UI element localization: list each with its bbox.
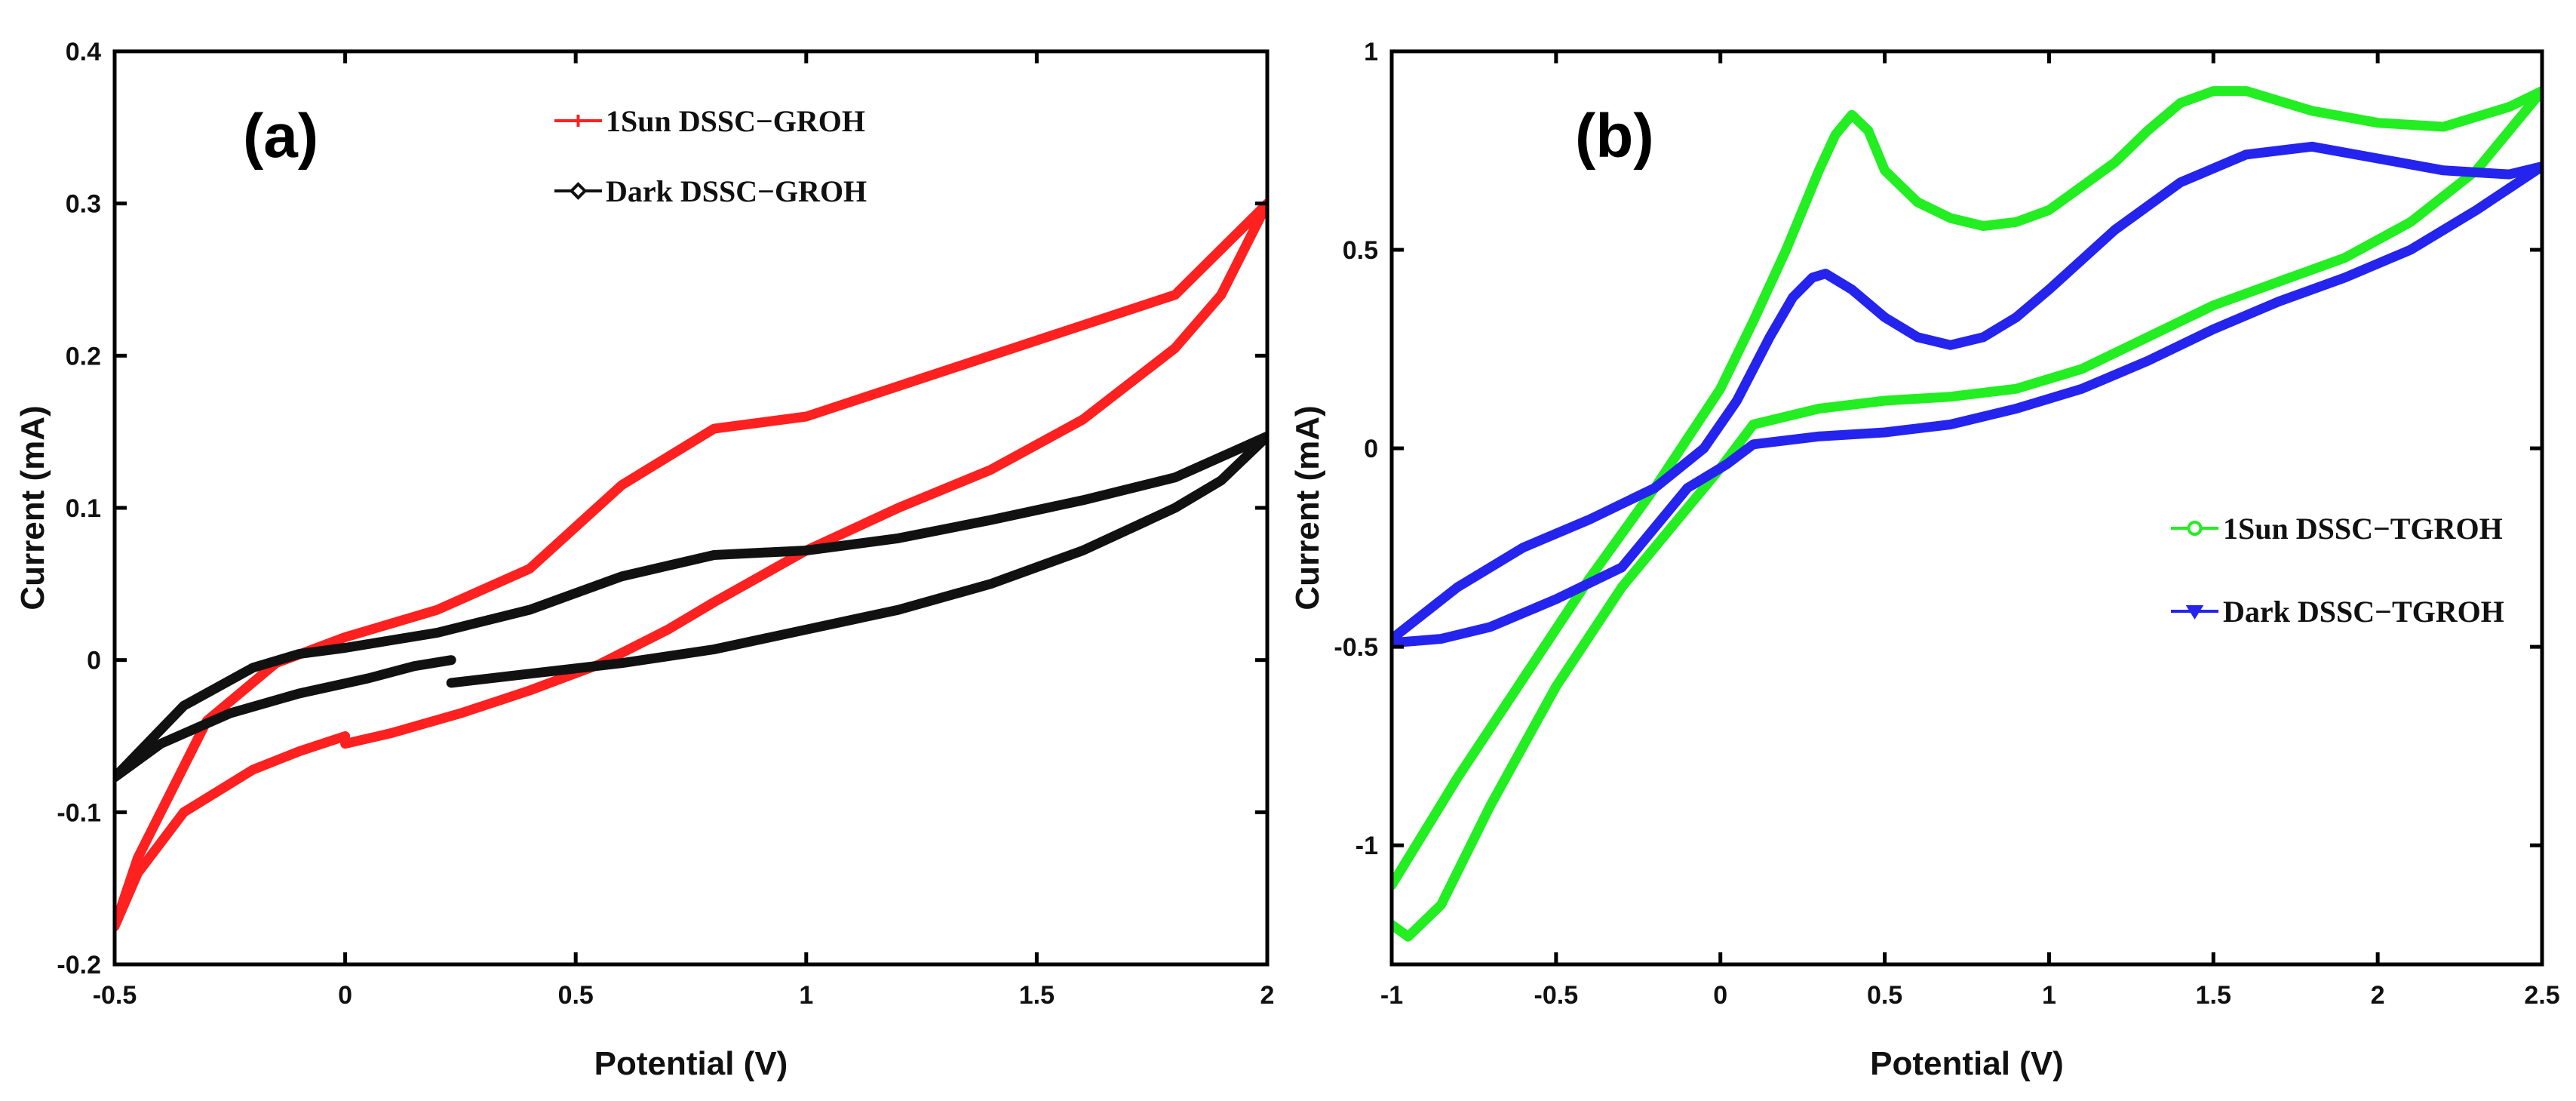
y-tick-label: -0.5: [1334, 633, 1378, 662]
y-tick-label: 0.3: [66, 190, 101, 219]
x-tick-label: 2: [2371, 981, 2385, 1010]
series-line-1: [115, 198, 1267, 932]
y-tick-label: 0.1: [66, 494, 101, 523]
y-axis-title: Current (mA): [14, 405, 51, 610]
x-tick-label: 0.5: [1867, 981, 1902, 1010]
y-tick-label: -0.2: [57, 951, 101, 980]
legend-marker: [2185, 605, 2204, 620]
panel-label: (b): [1575, 102, 1654, 171]
x-tick-label: 0.5: [558, 981, 594, 1010]
x-tick-label: 1.5: [2196, 981, 2231, 1010]
x-tick-label: -0.5: [1534, 981, 1579, 1010]
legend-label: 1Sun DSSC−GROH: [606, 104, 865, 138]
chart-panel-2: -1 -0.5 0 0.5 1 1.5 2 2.5 -1 -0.5 0 0.5 1 Potential (…: [1289, 38, 2560, 1082]
x-axis-title: Potential (V): [594, 1045, 788, 1082]
legend-marker: [569, 182, 588, 200]
y-tick-label: -0.1: [57, 798, 101, 827]
panel-label: (a): [243, 102, 318, 171]
x-tick-label: 1.5: [1019, 981, 1055, 1010]
x-tick-label: 2: [1260, 981, 1275, 1010]
legend-label: Dark DSSC−GROH: [606, 174, 867, 208]
x-tick-label: 2.5: [2524, 981, 2559, 1010]
legend: 1Sun DSSC−GROH Dark DSSC−GROH: [554, 104, 867, 208]
plot-frame: [1389, 49, 2544, 967]
y-tick-label: 0: [87, 647, 101, 675]
x-tick-label: -0.5: [93, 981, 137, 1010]
series-line-2: [1392, 141, 2542, 648]
y-tick-label: 0.4: [66, 38, 101, 66]
y-tick-label: 0.5: [1343, 236, 1378, 265]
y-axis-title: Current (mA): [1289, 405, 1326, 610]
legend-marker: [572, 115, 585, 127]
legend: 1Sun DSSC−TGROH Dark DSSC−TGROH: [2171, 512, 2504, 629]
series-line-1: [1392, 86, 2542, 942]
y-tick-label: -1: [1356, 832, 1378, 860]
x-tick-label: 0: [338, 981, 352, 1010]
x-tick-label: 1: [799, 981, 813, 1010]
x-axis-title: Potential (V): [1870, 1045, 2064, 1082]
y-tick-label: 1: [1364, 38, 1378, 66]
legend-label: Dark DSSC−TGROH: [2223, 595, 2504, 629]
chart-panel-1: -0.5 0 0.5 1 1.5 2 -0.2 -0.1 0 0.1 0.2 0.3 0.4 Potent…: [14, 38, 1274, 1082]
y-tick-label: 0: [1364, 435, 1378, 463]
legend-marker: [2187, 521, 2203, 536]
x-tick-label: -1: [1380, 981, 1403, 1010]
x-tick-label: 1: [2042, 981, 2056, 1010]
y-tick-label: 0.2: [66, 342, 101, 371]
series-line-2: [115, 431, 1267, 783]
x-tick-label: 0: [1713, 981, 1727, 1010]
legend-label: 1Sun DSSC−TGROH: [2223, 512, 2503, 546]
